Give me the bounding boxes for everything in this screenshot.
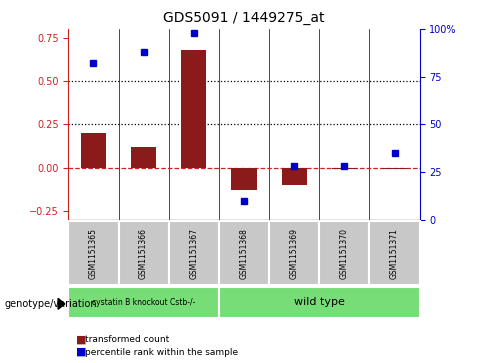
Text: GDS5091 / 1449275_at: GDS5091 / 1449275_at [163,11,325,25]
Bar [369,221,420,285]
Text: GSM1151370: GSM1151370 [340,228,349,279]
Text: GSM1151371: GSM1151371 [390,228,399,279]
Bar [169,221,219,285]
Bar [181,50,206,168]
Bar [119,221,169,285]
Text: GSM1151365: GSM1151365 [89,228,98,279]
Text: GSM1151367: GSM1151367 [189,228,198,279]
Bar [131,147,156,168]
Bar [332,168,357,170]
Text: ■: ■ [76,334,86,344]
Bar [282,168,307,185]
Text: wild type: wild type [294,297,345,307]
Bar [68,221,119,285]
Text: GSM1151368: GSM1151368 [240,228,248,279]
Text: genotype/variation: genotype/variation [5,299,98,309]
Bar [231,168,257,190]
Text: cystatin B knockout Cstb-/-: cystatin B knockout Cstb-/- [92,298,195,307]
Text: transformed count: transformed count [85,335,170,344]
Bar [269,221,319,285]
Bar [68,287,219,318]
Text: GSM1151369: GSM1151369 [290,228,299,279]
Bar [382,168,407,170]
Text: GSM1151366: GSM1151366 [139,228,148,279]
Bar [219,287,420,318]
Text: ■: ■ [76,347,86,357]
Polygon shape [58,298,65,309]
Bar [81,133,106,168]
Bar [219,221,269,285]
Bar [319,221,369,285]
Text: percentile rank within the sample: percentile rank within the sample [85,348,239,356]
